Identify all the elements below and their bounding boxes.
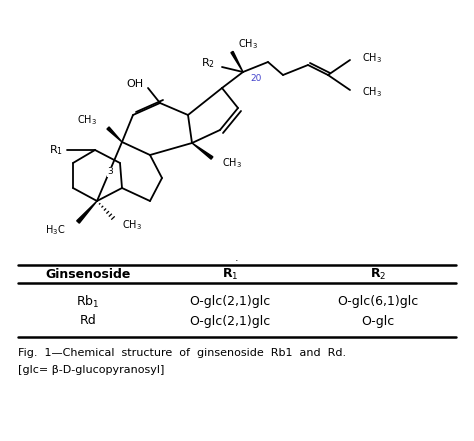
Text: R$_2$: R$_2$: [201, 56, 215, 70]
Text: Fig.  1—Chemical  structure  of  ginsenoside  Rb1  and  Rd.: Fig. 1—Chemical structure of ginsenoside…: [18, 348, 346, 358]
Text: 20: 20: [250, 74, 261, 83]
Text: CH$_3$: CH$_3$: [362, 51, 382, 65]
Text: R$_1$: R$_1$: [222, 266, 238, 281]
Polygon shape: [77, 201, 97, 223]
Text: O-glc(2,1)glc: O-glc(2,1)glc: [190, 295, 271, 309]
Text: Ginsenoside: Ginsenoside: [46, 268, 131, 280]
Text: [glc= β-D-glucopyranosyl]: [glc= β-D-glucopyranosyl]: [18, 365, 164, 375]
Text: O-glc(6,1)glc: O-glc(6,1)glc: [337, 295, 419, 309]
Text: Rd: Rd: [80, 314, 96, 328]
Text: CH$_3$: CH$_3$: [222, 156, 242, 170]
Text: H$_3$C: H$_3$C: [45, 223, 65, 237]
Text: O-glc: O-glc: [361, 314, 395, 328]
Text: CH$_3$: CH$_3$: [238, 37, 258, 51]
Text: R$_2$: R$_2$: [370, 266, 386, 281]
Text: CH$_3$: CH$_3$: [362, 85, 382, 99]
Text: O-glc(2,1)glc: O-glc(2,1)glc: [190, 314, 271, 328]
Polygon shape: [192, 143, 213, 159]
Text: OH: OH: [127, 79, 144, 89]
Text: 3: 3: [107, 168, 113, 176]
Polygon shape: [231, 52, 243, 72]
Text: CH$_3$: CH$_3$: [122, 218, 142, 232]
Text: .: .: [235, 253, 239, 263]
Text: Rb$_1$: Rb$_1$: [76, 294, 100, 310]
Text: R$_1$: R$_1$: [49, 143, 63, 157]
Text: CH$_3$: CH$_3$: [77, 113, 97, 127]
Polygon shape: [107, 127, 122, 142]
